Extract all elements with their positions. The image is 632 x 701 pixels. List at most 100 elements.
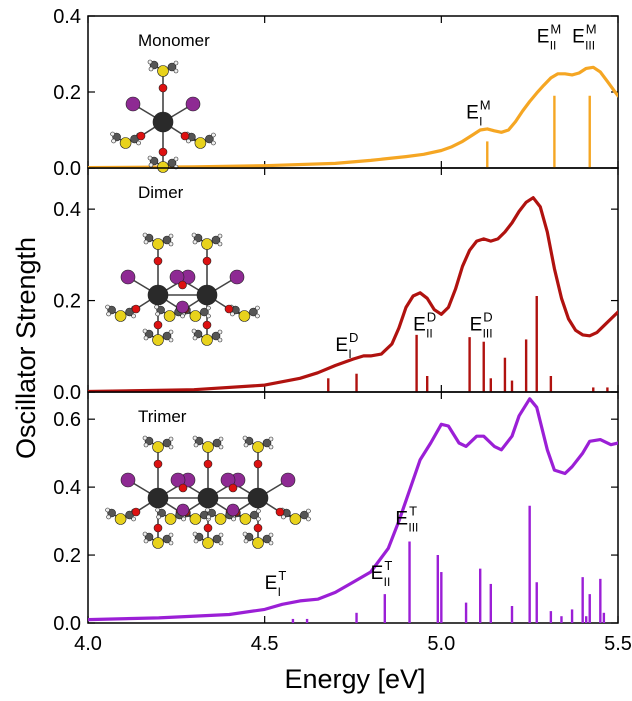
dimer-spectrum-curve	[88, 196, 618, 392]
molecule-oxygen	[153, 523, 163, 533]
molecule-hydrogen	[168, 436, 174, 442]
molecule-sulfur	[252, 537, 264, 549]
molecule-hydrogen	[218, 532, 224, 538]
molecule-hydrogen	[186, 138, 191, 144]
trimer-y-tick-label: 0.4	[53, 477, 81, 499]
molecule-sulfur	[119, 137, 132, 149]
molecule-hydrogen	[136, 140, 141, 146]
molecule-hydrogen	[168, 337, 174, 343]
molecule-hydrogen	[217, 337, 223, 343]
molecule-carbon	[211, 235, 221, 245]
trimer-title: Trimer	[138, 407, 187, 426]
molecule-hydrogen	[148, 162, 154, 168]
molecule-oxygen	[153, 256, 163, 266]
molecule-sulfur	[152, 334, 164, 346]
molecule-halide	[220, 472, 236, 488]
molecule-sulfur	[194, 137, 207, 149]
molecule-oxygen	[158, 147, 168, 157]
molecule-hydrogen	[191, 232, 197, 238]
molecule-atoms	[105, 435, 311, 549]
molecule-carbon	[200, 307, 209, 317]
molecule-oxygen	[275, 507, 285, 517]
molecule-carbon	[211, 331, 221, 341]
molecule-sulfur	[239, 513, 252, 525]
molecule-hydrogen	[143, 335, 149, 341]
molecule-carbon	[212, 438, 222, 448]
molecule-oxygen	[153, 320, 163, 330]
dimer-peak-label-sub: I	[348, 347, 351, 361]
molecule-oxygen	[202, 320, 212, 330]
molecule-hydrogen	[142, 328, 148, 334]
dimer-data	[88, 196, 618, 392]
molecule-hydrogen	[211, 140, 216, 146]
molecule-carbon	[167, 158, 177, 168]
molecule-oxygen	[202, 256, 212, 266]
molecule-hydrogen	[110, 131, 115, 137]
molecule-carbon	[300, 510, 309, 520]
molecule-sulfur	[114, 513, 127, 525]
molecule-sulfur	[114, 310, 127, 322]
molecule-metal	[147, 284, 169, 306]
molecule-hydrogen	[242, 531, 248, 537]
x-tick-label: 5.0	[427, 633, 455, 655]
molecule-hydrogen	[168, 540, 174, 546]
molecule-bridge-halide	[226, 503, 240, 517]
trimer-peak-label-sub: II	[384, 575, 391, 589]
molecule-hydrogen	[206, 305, 211, 311]
molecule-hydrogen	[168, 444, 174, 450]
molecule-carbon	[262, 438, 272, 448]
molecule-carbon	[167, 62, 177, 72]
molecule-hydrogen	[168, 532, 174, 538]
molecule-hydrogen	[192, 531, 198, 537]
trimer-molecule-icon	[105, 435, 311, 549]
molecule-hydrogen	[193, 442, 199, 448]
molecule-sulfur	[202, 537, 214, 549]
molecule-hydrogen	[168, 233, 174, 239]
molecule-oxygen	[153, 459, 163, 469]
x-axis-label: Energy [eV]	[284, 664, 425, 694]
molecule-hydrogen	[256, 508, 261, 514]
monomer-peak-label-sub: II	[550, 39, 557, 53]
molecule-hydrogen	[111, 138, 116, 144]
x-tick-label: 4.5	[251, 633, 279, 655]
molecule-hydrogen	[243, 442, 249, 448]
monomer-y-tick-label: 0.4	[53, 6, 81, 28]
molecule-carbon	[250, 510, 259, 520]
molecule-hydrogen	[180, 313, 185, 319]
molecule-hydrogen	[191, 328, 197, 334]
molecule-hydrogen	[106, 311, 111, 317]
molecule-hydrogen	[268, 532, 274, 538]
molecule-sulfur	[252, 441, 264, 453]
molecule-oxygen	[203, 523, 213, 533]
molecule-bridge-halide	[176, 503, 190, 517]
molecule-hydrogen	[192, 239, 198, 245]
trimer-panel-frame	[87, 391, 619, 624]
molecule-hydrogen	[306, 508, 311, 514]
molecule-hydrogen	[268, 540, 274, 546]
monomer-spectrum-curve	[88, 65, 618, 168]
trimer-spectrum-curve	[88, 397, 618, 622]
dimer-peak-label-sub: II	[426, 326, 433, 340]
monomer-peak-label: EM	[572, 22, 597, 48]
molecule-hydrogen	[255, 313, 260, 319]
molecule-hydrogen	[173, 60, 179, 66]
molecule-hydrogen	[206, 514, 211, 520]
molecule-carbon	[162, 534, 172, 544]
molecule-hydrogen	[148, 66, 154, 72]
molecule-sulfur	[152, 441, 164, 453]
molecule-atoms	[105, 232, 260, 346]
molecule-oxygen	[158, 83, 168, 93]
dimer-molecule-icon	[105, 232, 260, 346]
dimer-y-tick-label: 0.2	[53, 291, 81, 313]
trimer-peak-label-sub: III	[408, 520, 418, 534]
molecule-hydrogen	[217, 329, 223, 335]
molecule-sulfur	[189, 310, 202, 322]
molecule-halide	[229, 269, 245, 285]
molecule-carbon	[162, 438, 172, 448]
molecule-carbon	[212, 534, 222, 544]
molecule-carbon	[262, 534, 272, 544]
molecule-hydrogen	[231, 516, 236, 522]
